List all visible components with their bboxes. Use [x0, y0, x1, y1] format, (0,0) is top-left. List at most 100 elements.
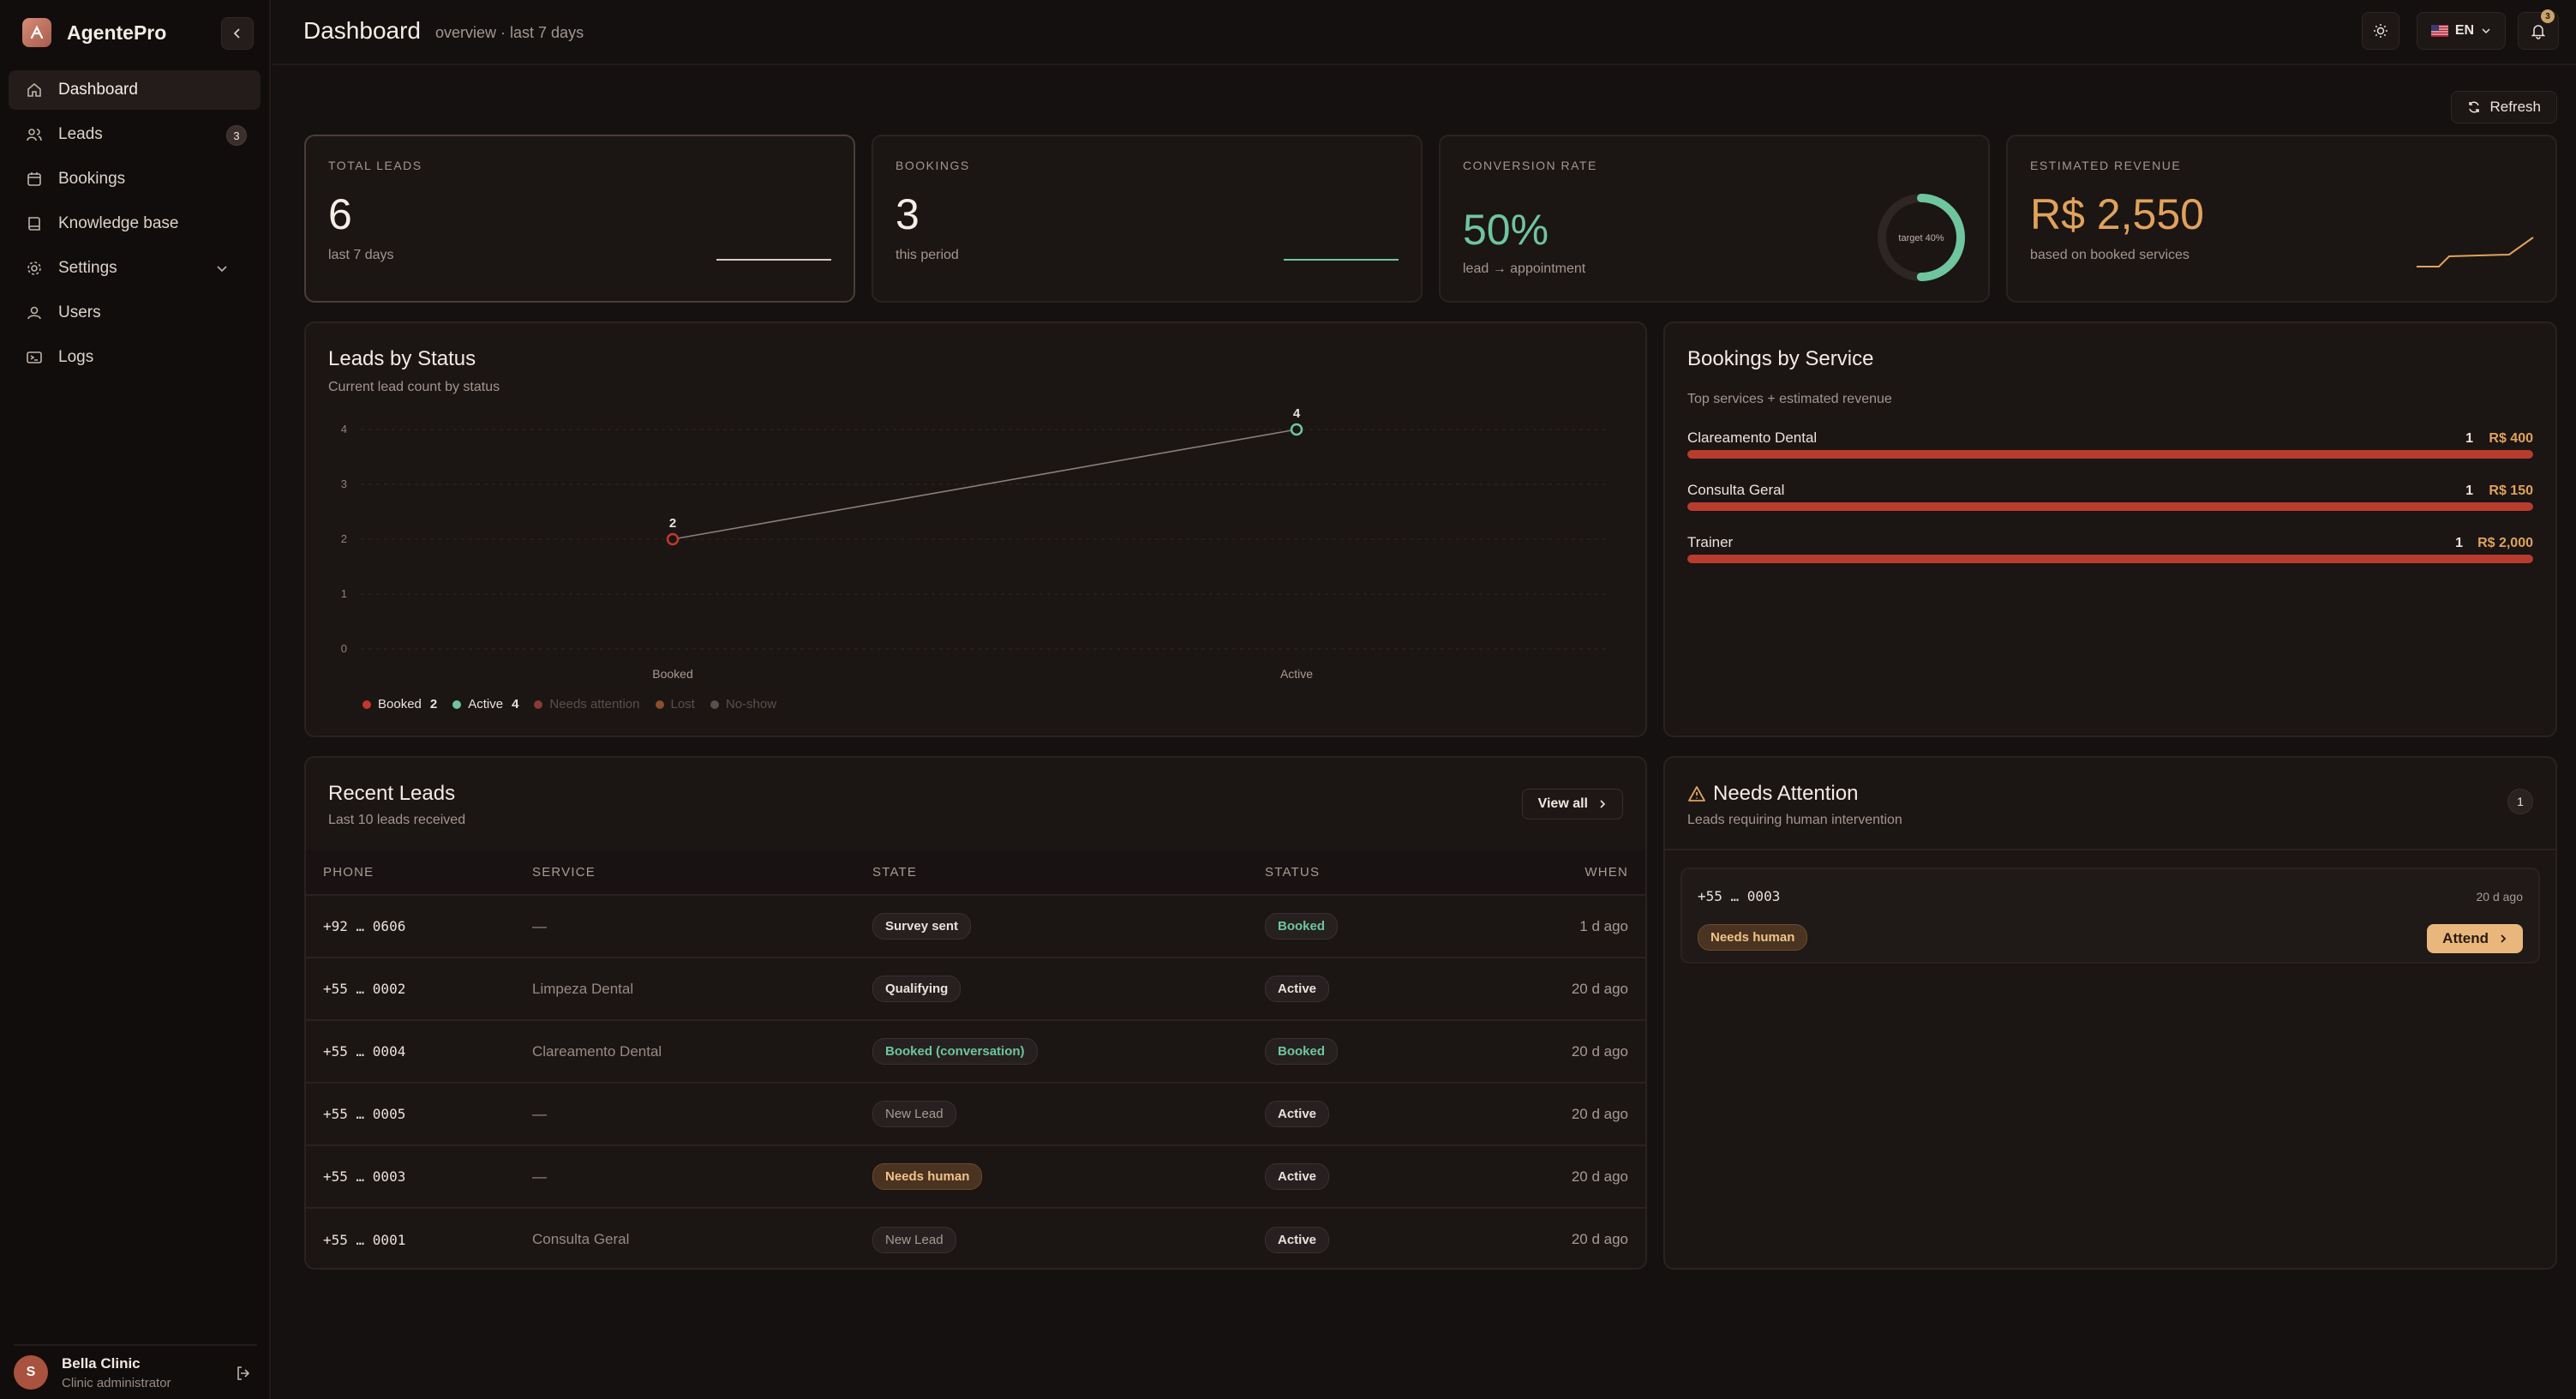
lead-when: 20 d ago [1453, 1020, 1645, 1084]
lead-service: Consulta Geral [532, 1231, 630, 1247]
kpi-value: 6 [328, 190, 352, 238]
legend-item-booked[interactable]: Booked 2 [362, 697, 437, 712]
app-name: AgentePro [67, 21, 167, 44]
lead-service: — [532, 895, 872, 958]
sidebar: AgentePro Dashboard Leads 3 Bookings Kno… [0, 0, 271, 1399]
avatar: S [14, 1355, 48, 1390]
column-header[interactable]: PHONE [306, 850, 532, 896]
sidebar-item-knowledge-base[interactable]: Knowledge base [9, 204, 261, 243]
page-subtitle: overview · last 7 days [435, 24, 584, 41]
table-row[interactable]: +55 … 0003 — Needs human Active 20 d ago [306, 1145, 1645, 1209]
notifications-button[interactable]: 3 [2518, 9, 2559, 50]
kpi-sparkline [1284, 259, 1399, 261]
conversion-ring: target 40% [1878, 194, 1965, 281]
sidebar-item-settings[interactable]: Settings [9, 249, 261, 288]
lead-state-badge: Needs human [872, 1163, 983, 1190]
lead-status-badge: Booked [1265, 1038, 1339, 1065]
lead-state-badge: Qualifying [872, 976, 962, 1002]
service-bar-row[interactable]: Consulta Geral 1 R$ 150 [1687, 482, 2533, 525]
lead-state-badge: New Lead [872, 1101, 956, 1127]
terminal-icon [27, 351, 42, 363]
table-row[interactable]: +55 … 0001 Consulta Geral New Lead Activ… [306, 1208, 1645, 1268]
legend-item-active[interactable]: Active 4 [452, 697, 518, 712]
book-icon [28, 217, 40, 231]
chevron-down-icon [217, 266, 227, 273]
refresh-button[interactable]: Refresh [2451, 91, 2557, 123]
service-bar-fill [1687, 450, 2533, 459]
refresh-label: Refresh [2489, 99, 2541, 115]
data-point [1290, 423, 1303, 436]
legend-item-needs-attention[interactable]: Needs attention [534, 697, 640, 712]
lead-state-badge: New Lead [872, 1226, 956, 1253]
kpi-label: CONVERSION RATE [1463, 159, 1597, 172]
user-icon [27, 306, 41, 320]
lead-service: — [532, 1145, 872, 1209]
warning-triangle-icon [1688, 786, 1705, 802]
lead-when: 1 d ago [1453, 895, 1645, 958]
column-header[interactable]: STATE [872, 850, 1265, 896]
sidebar-item-label: Knowledge base [58, 214, 179, 232]
legend-dot [655, 700, 664, 709]
attention-item[interactable]: +55 … 0003 20 d ago Needs human Attend [1680, 868, 2540, 964]
theme-toggle-button[interactable] [2362, 12, 2399, 50]
chart-legend: Booked 2 Active 4 Needs attention Lost No-… [362, 697, 792, 712]
lead-phone: +55 … 0004 [306, 1020, 532, 1084]
lead-when: 20 d ago [1453, 1145, 1645, 1209]
attend-button[interactable]: Attend [2427, 924, 2523, 953]
logout-icon[interactable] [235, 1365, 252, 1382]
user-name: Bella Clinic [62, 1354, 141, 1372]
kpi-card-conversion-rate[interactable]: CONVERSION RATE 50% lead → appointment t… [1439, 135, 1990, 303]
lead-when: 20 d ago [1453, 1083, 1645, 1146]
lead-service: Clareamento Dental [532, 1020, 872, 1084]
language-selector[interactable]: EN [2417, 12, 2506, 50]
legend-item-no-show[interactable]: No-show [710, 697, 776, 712]
card-subtitle: Current lead count by status [328, 380, 500, 394]
sidebar-item-logs[interactable]: Logs [9, 338, 261, 377]
x-tick-label: Booked [652, 667, 692, 681]
service-bar-fill [1687, 502, 2533, 511]
kpi-card-estimated-revenue[interactable]: ESTIMATED REVENUE R$ 2,550 based on book… [2006, 135, 2557, 303]
leads-by-status-card: Leads by Status Current lead count by st… [304, 321, 1647, 737]
column-header[interactable]: SERVICE [532, 850, 872, 896]
kpi-card-bookings[interactable]: BOOKINGS 3 this period [872, 135, 1423, 303]
legend-count: 2 [429, 697, 438, 712]
attention-tag: Needs human [1698, 924, 1808, 951]
collapse-sidebar-button[interactable] [221, 17, 254, 50]
brand[interactable]: AgentePro [22, 17, 166, 48]
table-row[interactable]: +92 … 0606 — Survey sent Booked 1 d ago [306, 895, 1645, 958]
service-bar-row[interactable]: Trainer 1 R$ 2,000 [1687, 534, 2533, 577]
lead-status-badge: Active [1265, 976, 1330, 1002]
legend-count: 4 [512, 697, 519, 712]
attend-label: Attend [2442, 930, 2489, 946]
view-all-button[interactable]: View all [1521, 789, 1623, 820]
legend-item-lost[interactable]: Lost [655, 697, 695, 712]
table-row[interactable]: +55 … 0004 Clareamento Dental Booked (co… [306, 1020, 1645, 1084]
y-tick-label: 3 [341, 477, 347, 490]
refresh-icon [2469, 101, 2480, 113]
kpi-value: 50% [1463, 206, 1549, 254]
sidebar-item-leads[interactable]: Leads 3 [9, 115, 261, 154]
legend-label: Booked [378, 697, 422, 712]
kpi-value: R$ 2,550 [2030, 190, 2204, 238]
sidebar-item-bookings[interactable]: Bookings [9, 159, 261, 199]
service-name: Trainer [1687, 534, 1734, 550]
kpi-sparkline [2417, 237, 2534, 267]
leads-count-badge: 3 [226, 125, 247, 146]
column-header[interactable]: STATUS [1265, 850, 1454, 896]
user-profile[interactable]: S Bella Clinic Clinic administrator [14, 1344, 257, 1399]
bell-icon [2531, 25, 2546, 39]
table-row[interactable]: +55 … 0005 — New Lead Active 20 d ago [306, 1083, 1645, 1146]
sidebar-item-label: Bookings [58, 170, 126, 188]
sidebar-item-users[interactable]: Users [9, 293, 261, 333]
kpi-card-total-leads[interactable]: TOTAL LEADS 6 last 7 days [304, 135, 855, 303]
legend-label: Lost [670, 697, 695, 712]
chevron-left-icon [233, 28, 240, 39]
sidebar-item-dashboard[interactable]: Dashboard [9, 70, 261, 110]
language-label: EN [2454, 23, 2475, 38]
needs-attention-card: Needs Attention Leads requiring human in… [1663, 756, 2557, 1270]
table-row[interactable]: +55 … 0002 Limpeza Dental Qualifying Act… [306, 958, 1645, 1021]
service-bar-row[interactable]: Clareamento Dental 1 R$ 400 [1687, 429, 2533, 472]
lead-when: 20 d ago [1453, 958, 1645, 1021]
column-header[interactable]: WHEN [1453, 850, 1645, 896]
recent-leads-table: PHONE SERVICE STATE STATUS WHEN +92 … 06… [306, 850, 1645, 1268]
